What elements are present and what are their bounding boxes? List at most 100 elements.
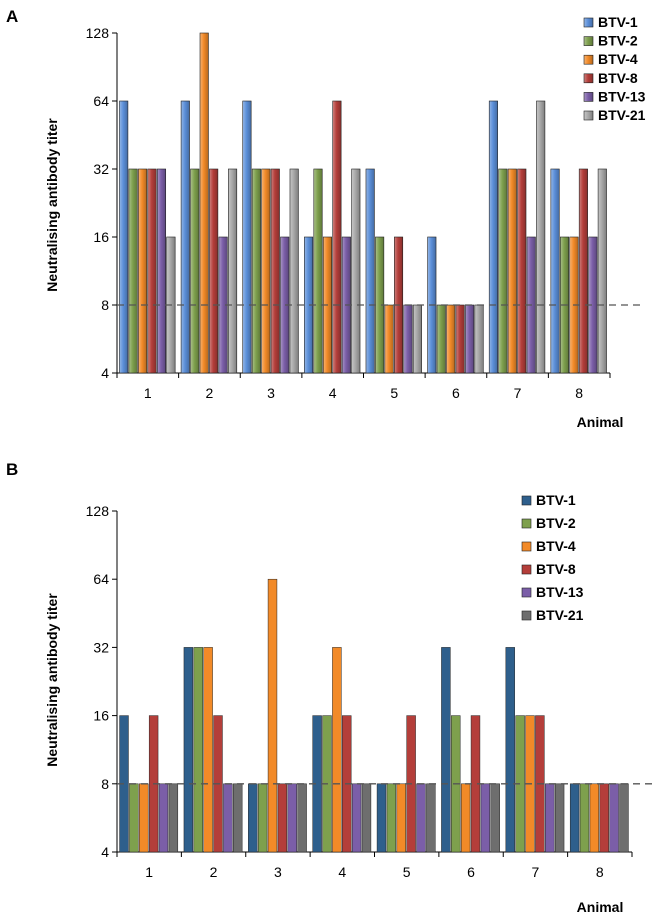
y-tick-label: 8 — [101, 297, 109, 313]
bar-btv-4-animal-5 — [384, 304, 394, 374]
bar-btv-2-animal-4 — [313, 168, 323, 374]
bar-btv-2-animal-7 — [498, 168, 508, 374]
x-tick-label: 7 — [514, 385, 522, 401]
x-tick-label: 5 — [403, 864, 411, 880]
legend-swatch — [521, 564, 532, 575]
y-tick-label: 4 — [101, 844, 109, 860]
bar-btv-8-animal-6 — [455, 304, 465, 374]
bar-btv-21-animal-6 — [490, 783, 500, 853]
bar-btv-4-animal-2 — [203, 647, 213, 853]
bar-btv-21-animal-4 — [351, 168, 361, 374]
bar-btv-13-animal-8 — [609, 783, 619, 853]
legend-swatch — [583, 17, 594, 28]
bar-btv-1-animal-7 — [488, 100, 498, 374]
bar-btv-8-animal-8 — [599, 783, 609, 853]
x-axis-title: Animal — [577, 414, 624, 430]
bar-btv-4-animal-3 — [267, 578, 278, 853]
bar-btv-21-animal-7 — [554, 783, 565, 853]
bar-btv-2-animal-2 — [190, 168, 200, 374]
x-tick-label: 4 — [338, 864, 346, 880]
legend-swatch — [583, 54, 594, 65]
bar-btv-4-animal-1 — [138, 168, 148, 374]
legend-label: BTV-13 — [536, 584, 584, 600]
legend-label: BTV-4 — [598, 51, 638, 67]
bar-btv-8-animal-8 — [578, 168, 588, 374]
bar-btv-8-animal-1 — [147, 168, 157, 374]
bar-btv-13-animal-1 — [156, 168, 167, 374]
legend-swatch — [583, 73, 594, 84]
x-tick-label: 6 — [452, 385, 460, 401]
x-tick-label: 3 — [274, 864, 282, 880]
bar-btv-8-animal-3 — [277, 783, 288, 853]
y-tick-label: 128 — [86, 503, 110, 519]
x-tick-label: 7 — [532, 864, 540, 880]
bar-btv-2-animal-1 — [129, 783, 139, 853]
legend-swatch — [521, 541, 532, 552]
bar-btv-21-animal-1 — [168, 783, 179, 853]
legend-label: BTV-1 — [598, 14, 638, 30]
bar-btv-8-animal-2 — [209, 168, 219, 374]
bar-btv-1-animal-2 — [180, 100, 190, 374]
bar-btv-8-animal-3 — [270, 168, 280, 374]
bar-btv-2-animal-3 — [251, 168, 261, 374]
panel-letter-a: A — [6, 7, 18, 26]
y-tick-label: 32 — [93, 161, 109, 177]
bar-btv-21-animal-2 — [233, 783, 243, 853]
x-tick-label: 5 — [390, 385, 398, 401]
bar-btv-4-animal-4 — [332, 647, 342, 853]
bar-btv-21-animal-8 — [619, 783, 629, 853]
bar-btv-1-animal-5 — [376, 783, 387, 853]
y-tick-label: 64 — [93, 571, 109, 587]
bar-btv-2-animal-3 — [257, 783, 268, 853]
bar-btv-2-animal-1 — [128, 168, 138, 374]
bar-btv-1-animal-3 — [248, 783, 258, 853]
bar-btv-1-animal-3 — [242, 100, 252, 374]
bar-btv-2-animal-2 — [193, 647, 203, 853]
legend-swatch — [521, 610, 532, 621]
x-tick-label: 3 — [267, 385, 275, 401]
x-tick-label: 2 — [210, 864, 218, 880]
x-tick-label: 2 — [206, 385, 214, 401]
bar-btv-2-animal-8 — [579, 783, 590, 853]
bar-btv-13-animal-7 — [545, 783, 555, 853]
bar-btv-13-animal-3 — [287, 783, 297, 853]
legend-label: BTV-21 — [598, 107, 646, 123]
bar-btv-21-animal-5 — [426, 783, 436, 853]
bar-btv-4-animal-7 — [507, 168, 517, 374]
y-tick-label: 32 — [93, 639, 109, 655]
y-tick-label: 16 — [93, 229, 109, 245]
bar-btv-13-animal-4 — [351, 783, 362, 853]
bar-btv-4-animal-6 — [446, 304, 456, 374]
x-tick-label: 8 — [596, 864, 604, 880]
y-tick-label: 4 — [101, 365, 109, 381]
x-axis-title: Animal — [577, 899, 624, 915]
x-tick-label: 6 — [467, 864, 475, 880]
y-tick-label: 8 — [101, 776, 109, 792]
y-axis-title: Neutralising antibody titer — [44, 593, 60, 767]
bar-btv-21-animal-8 — [597, 168, 607, 374]
bar-btv-1-animal-6 — [441, 647, 451, 853]
x-tick-label: 1 — [145, 864, 153, 880]
panel-b: B 4 8 16 32 64 128 1 2 3 4 5 6 7 8 Neutralising antibo… — [6, 460, 657, 915]
y-tick-label: 16 — [93, 708, 109, 724]
bar-btv-13-animal-1 — [158, 783, 169, 853]
bar-btv-1-animal-8 — [550, 168, 560, 374]
legend-label: BTV-4 — [536, 538, 576, 554]
bar-btv-21-animal-5 — [412, 304, 422, 374]
bar-btv-21-animal-6 — [474, 304, 484, 374]
y-tick-label: 64 — [93, 93, 109, 109]
bar-btv-8-animal-4 — [332, 100, 342, 374]
legend-label: BTV-8 — [598, 70, 638, 86]
bar-btv-21-animal-7 — [536, 100, 546, 374]
bar-btv-13-animal-2 — [223, 783, 233, 853]
legend-swatch — [583, 110, 594, 121]
legend-label: BTV-8 — [536, 561, 576, 577]
panel-letter-b: B — [6, 460, 18, 479]
bar-btv-21-animal-2 — [228, 168, 238, 374]
bar-btv-4-animal-6 — [460, 783, 471, 853]
bar-btv-4-animal-3 — [261, 168, 271, 374]
x-tick-label: 1 — [144, 385, 152, 401]
bar-btv-1-animal-5 — [365, 168, 375, 374]
x-tick-label: 4 — [329, 385, 337, 401]
bar-btv-4-animal-8 — [589, 783, 600, 853]
